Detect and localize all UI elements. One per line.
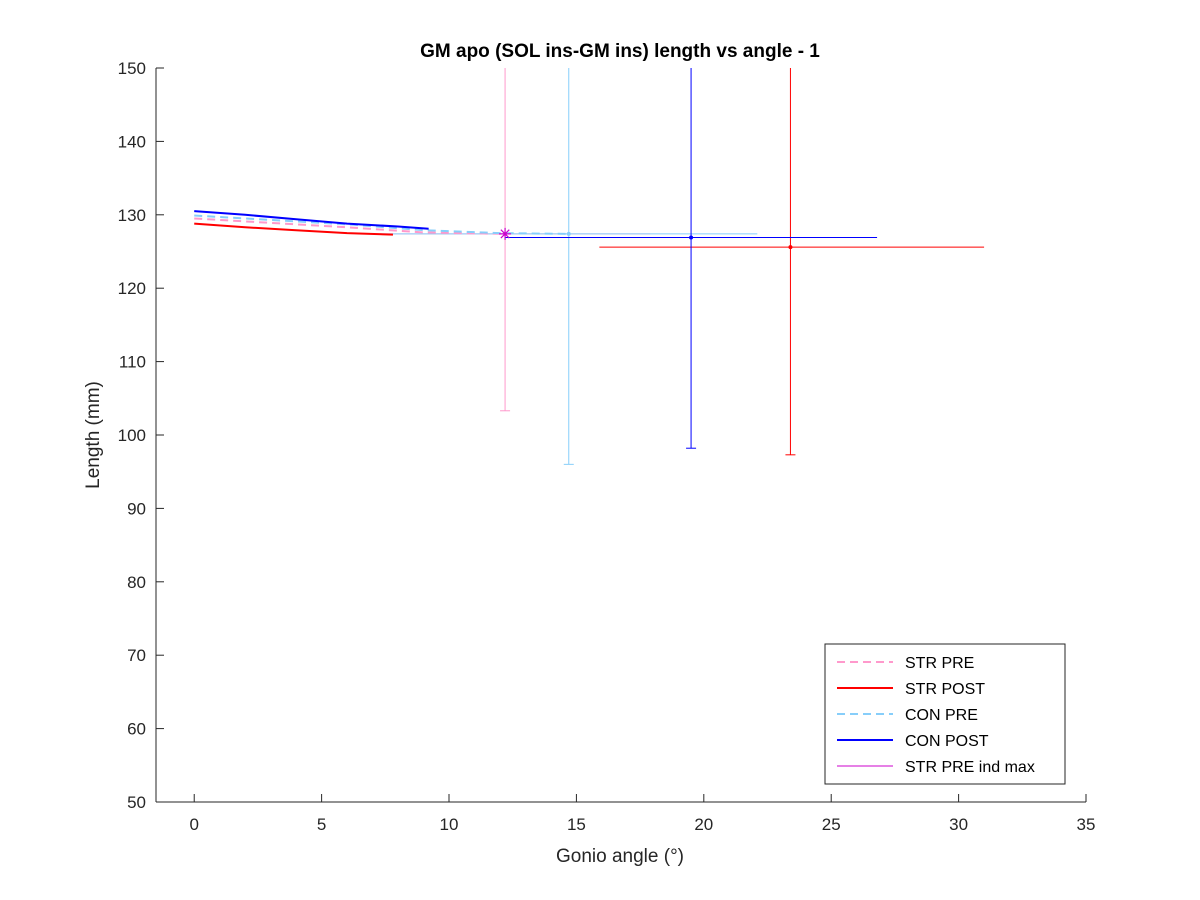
legend: STR PRE STR POST CON PRE CON POST STR PRE in… — [824, 643, 1066, 785]
series-line-3 — [194, 210, 429, 230]
y-tick-label: 140 — [118, 132, 146, 151]
x-tick-label: 0 — [189, 815, 198, 834]
legend-label-3: CON POST — [905, 733, 989, 750]
series-line-1 — [194, 222, 393, 236]
legend-label-1: STR POST — [905, 681, 985, 698]
legend-label-2: CON PRE — [905, 707, 978, 724]
x-tick-label: 30 — [949, 815, 968, 834]
legend-label-0: STR PRE — [905, 655, 974, 672]
y-axis-label: Length (mm) — [83, 381, 104, 489]
y-tick-label: 80 — [127, 573, 146, 592]
chart-title: GM apo (SOL ins-GM ins) length vs angle … — [420, 41, 820, 62]
y-tick-label: 150 — [118, 59, 146, 78]
mean-point-1 — [788, 245, 793, 250]
asterisk-stroke — [500, 229, 510, 239]
x-tick-label: 10 — [440, 815, 459, 834]
mean-point-2 — [566, 231, 571, 236]
axes: 0 5 10 15 20 25 30 35 50 60 70 80 90 100 110 120 130 140 1… — [118, 59, 1096, 834]
plot-area — [194, 68, 985, 465]
x-tick-label: 15 — [567, 815, 586, 834]
y-tick-label: 110 — [119, 353, 146, 372]
series-line-2 — [194, 214, 569, 235]
mean-point-3 — [689, 235, 694, 240]
legend-label-4: STR PRE ind max — [905, 759, 1035, 776]
y-tick-label: 70 — [127, 646, 146, 665]
y-tick-label: 120 — [118, 279, 146, 298]
y-tick-label: 100 — [118, 426, 146, 445]
x-axis-label: Gonio angle (°) — [556, 846, 684, 867]
y-tick-label: 60 — [127, 720, 146, 739]
asterisk-marker — [499, 227, 512, 240]
series-group — [194, 68, 985, 465]
x-tick-label: 20 — [694, 815, 713, 834]
x-tick-label: 5 — [317, 815, 326, 834]
y-tick-label: 50 — [127, 793, 146, 812]
y-tick-label: 130 — [118, 206, 146, 225]
x-tick-label: 35 — [1077, 815, 1096, 834]
y-tick-label: 90 — [127, 499, 146, 518]
x-tick-label: 25 — [822, 815, 841, 834]
